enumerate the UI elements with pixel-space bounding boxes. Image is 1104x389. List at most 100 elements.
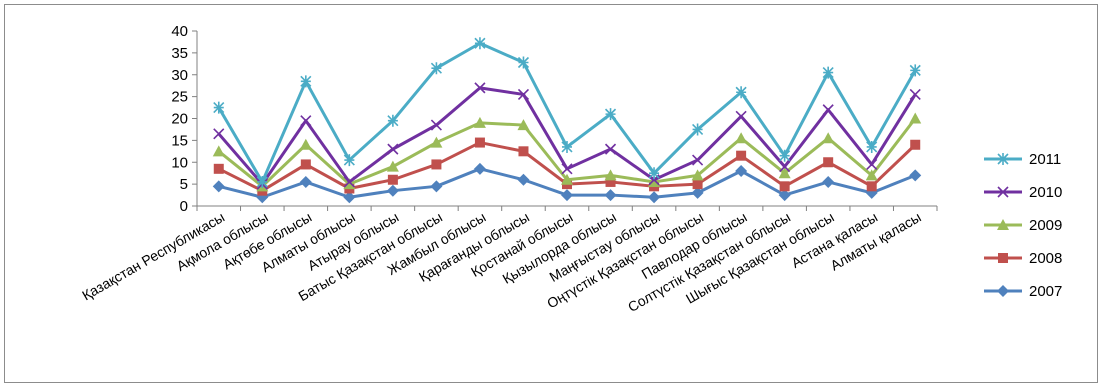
data-point <box>300 159 311 170</box>
legend-marker <box>997 285 1009 297</box>
data-point <box>561 163 573 175</box>
data-point <box>561 189 573 202</box>
y-tick-label: 0 <box>180 198 188 215</box>
series-2010 <box>213 82 921 190</box>
y-tick-label: 20 <box>171 111 188 128</box>
y-tick-label: 35 <box>171 45 188 62</box>
data-point <box>213 163 224 174</box>
data-point <box>735 110 747 122</box>
legend-item-2010: 2010 <box>984 184 1062 201</box>
y-tick-labels: 0 5 10 15 20 25 30 35 40 <box>171 23 188 215</box>
data-point <box>692 154 704 166</box>
legend-item-2007: 2007 <box>984 283 1062 300</box>
data-point <box>909 112 922 124</box>
data-point <box>474 37 486 50</box>
data-point <box>823 157 834 168</box>
data-point <box>256 175 268 188</box>
data-point <box>212 180 225 193</box>
data-point <box>431 159 442 170</box>
data-point <box>866 140 878 153</box>
data-point <box>430 62 442 75</box>
data-point <box>910 139 921 150</box>
data-point <box>866 158 878 171</box>
data-point <box>213 128 225 140</box>
data-point <box>430 180 443 193</box>
data-point <box>605 176 616 187</box>
legend: 2011 2010 2009 2008 2007 <box>984 151 1062 300</box>
data-point <box>300 75 312 88</box>
data-point <box>866 181 877 192</box>
data-point <box>692 179 703 190</box>
legend-marker <box>998 253 1008 263</box>
legend-marker <box>997 153 1009 165</box>
data-point <box>561 173 573 185</box>
data-point <box>822 104 834 116</box>
series-2009 <box>212 112 922 192</box>
data-point <box>735 86 747 99</box>
data-point <box>517 173 530 186</box>
legend-item-2011: 2011 <box>984 151 1061 168</box>
data-point <box>778 167 791 179</box>
data-point <box>343 154 355 167</box>
axes <box>192 30 938 211</box>
y-tick-label: 10 <box>171 154 188 171</box>
data-point <box>604 189 617 202</box>
data-point <box>430 136 443 148</box>
data-point <box>343 176 355 188</box>
legend-label: 2011 <box>1029 151 1061 168</box>
data-point <box>865 169 878 181</box>
data-point <box>517 119 530 131</box>
legend-label: 2010 <box>1029 184 1062 201</box>
data-point <box>473 116 486 128</box>
data-point <box>691 186 704 199</box>
data-point <box>692 123 704 136</box>
data-point <box>387 114 399 127</box>
legend-label: 2009 <box>1029 217 1062 234</box>
data-point <box>822 132 835 144</box>
legend-label: 2008 <box>1029 250 1062 267</box>
legend-item-2008: 2008 <box>984 250 1062 267</box>
data-point <box>387 174 398 185</box>
data-point <box>735 165 748 177</box>
data-point <box>822 66 834 79</box>
data-point <box>604 143 617 155</box>
data-point <box>779 161 791 173</box>
y-tick-label: 40 <box>171 23 188 40</box>
data-point <box>213 101 225 114</box>
data-point <box>909 64 921 77</box>
y-tick-label: 15 <box>171 132 188 149</box>
data-point <box>648 175 661 187</box>
data-point <box>779 149 791 162</box>
data-point <box>343 191 356 204</box>
y-tick-label: 30 <box>171 67 188 84</box>
data-point <box>822 175 835 188</box>
data-point <box>909 169 922 182</box>
data-point <box>517 88 530 101</box>
data-point <box>474 82 486 94</box>
data-point <box>299 138 312 150</box>
legend-marker <box>997 219 1009 230</box>
series-2011 <box>213 37 921 188</box>
y-tick-label: 5 <box>180 176 188 193</box>
data-point <box>387 143 399 155</box>
y-tick-label: 25 <box>171 89 188 106</box>
series-layer <box>212 37 922 204</box>
data-point <box>648 167 660 180</box>
data-point <box>430 119 442 131</box>
data-point <box>778 189 791 202</box>
data-point <box>561 140 573 153</box>
data-point <box>604 169 617 181</box>
data-point <box>736 150 747 161</box>
data-point <box>474 137 485 148</box>
data-point <box>779 181 790 192</box>
data-point <box>648 191 661 204</box>
data-point <box>300 115 312 127</box>
data-point <box>691 169 704 181</box>
data-point <box>212 145 225 157</box>
data-point <box>386 160 399 172</box>
data-point <box>386 184 399 197</box>
data-point <box>735 132 748 144</box>
data-point <box>518 146 529 157</box>
legend-marker <box>997 186 1009 198</box>
